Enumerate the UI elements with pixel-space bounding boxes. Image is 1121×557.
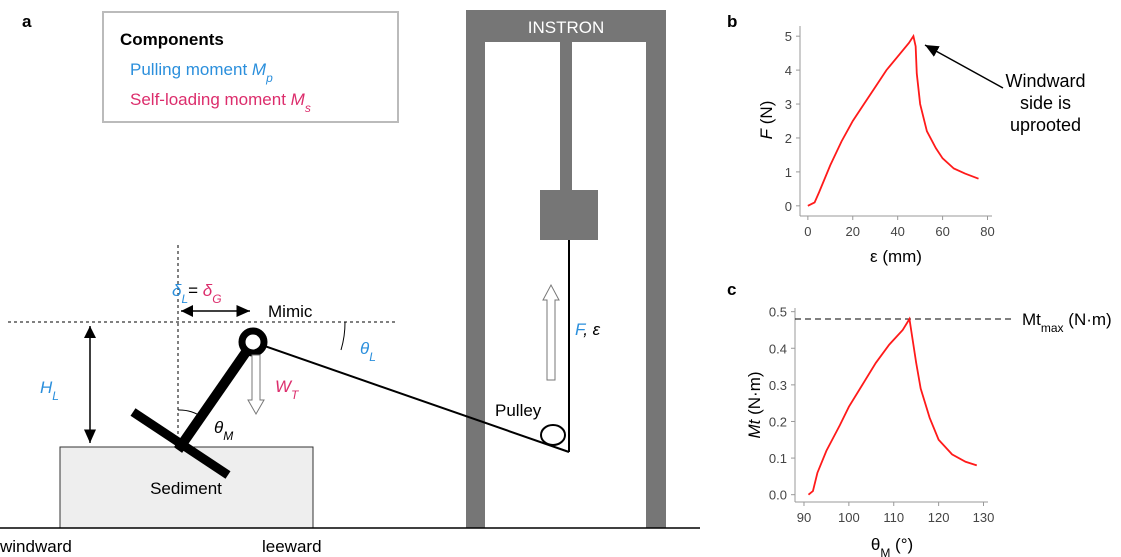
y-axis-label: F (N)	[757, 101, 776, 140]
theta-l-label: θL	[360, 339, 376, 364]
y-tick-label: 2	[785, 131, 792, 146]
text: , ε	[583, 320, 600, 339]
figure: a Components Pulling moment Mp Self-load…	[0, 0, 1121, 557]
y-tick-label: 0	[785, 199, 792, 214]
pulley-label: Pulley	[495, 401, 542, 420]
weight-arrow	[248, 355, 264, 414]
text: p	[265, 71, 273, 85]
text: M	[291, 90, 306, 109]
mimic-joint	[242, 331, 264, 353]
x-tick-label: 120	[928, 510, 950, 525]
x-axis-label: ε (mm)	[870, 247, 922, 266]
panel-label: c	[727, 280, 736, 299]
panel-label: a	[22, 12, 32, 31]
pulley	[541, 425, 565, 445]
text: (N)	[757, 101, 776, 129]
data-line	[808, 319, 976, 495]
text: Mt	[1022, 310, 1041, 329]
h-l-label: HL	[40, 378, 59, 403]
x-tick-label: 40	[890, 224, 904, 239]
theta-l-arc	[341, 322, 345, 350]
theta-m-label: θM	[214, 418, 233, 443]
mimic-label: Mimic	[268, 302, 313, 321]
force-label: F, ε	[575, 320, 601, 339]
y-tick-label: 0.5	[769, 305, 787, 320]
text: M	[223, 429, 233, 443]
text: Mt	[745, 418, 764, 438]
x-tick-label: 20	[846, 224, 860, 239]
text: T	[291, 388, 300, 402]
sediment-label: Sediment	[150, 479, 222, 498]
text: M	[252, 60, 267, 79]
text: (N·m)	[1064, 310, 1112, 329]
panel-label: b	[727, 12, 737, 31]
y-tick-label: 4	[785, 63, 792, 78]
x-axis-label: θM (°)	[871, 535, 913, 557]
y-tick-label: 0.2	[769, 414, 787, 429]
y-tick-label: 0.3	[769, 378, 787, 393]
delta-label: δL= δG	[172, 281, 222, 306]
text: L	[52, 389, 59, 403]
annotation-arrow	[925, 45, 1003, 88]
annotation: Windward side is uprooted	[998, 70, 1093, 136]
text: max	[1041, 321, 1064, 335]
text: s	[305, 101, 311, 115]
reference-label: Mtmax (N·m)	[1022, 310, 1112, 335]
x-tick-label: 110	[883, 510, 904, 525]
y-tick-label: 3	[785, 97, 792, 112]
y-tick-label: 1	[785, 165, 792, 180]
data-line	[808, 36, 979, 206]
text: Self-loading moment	[130, 90, 291, 109]
text: M	[880, 546, 890, 557]
text: L	[181, 292, 188, 306]
windward-label: windward	[0, 537, 72, 556]
text: (N·m)	[745, 371, 764, 419]
x-tick-label: 90	[797, 510, 811, 525]
w-t-label: WT	[275, 377, 300, 402]
annotation-box: Windward side is uprooted	[998, 70, 1108, 160]
crosshead	[540, 190, 598, 240]
y-tick-label: 5	[785, 29, 792, 44]
text: =	[188, 281, 203, 300]
x-tick-label: 80	[980, 224, 994, 239]
leeward-label: leeward	[262, 537, 322, 556]
x-tick-label: 100	[838, 510, 860, 525]
instron-label: INSTRON	[528, 18, 605, 37]
legend-title: Components	[120, 30, 224, 49]
text: L	[369, 350, 376, 364]
text: H	[40, 378, 53, 397]
text: (°)	[890, 535, 913, 554]
x-tick-label: 60	[935, 224, 949, 239]
text: Pulling moment	[130, 60, 252, 79]
y-tick-label: 0.4	[769, 341, 787, 356]
rod	[560, 42, 572, 190]
text: θ	[871, 535, 880, 554]
y-tick-label: 0.1	[769, 451, 787, 466]
y-axis-label: Mt (N·m)	[745, 371, 764, 438]
x-tick-label: 0	[804, 224, 811, 239]
y-tick-label: 0.0	[769, 488, 787, 503]
text: G	[212, 292, 221, 306]
x-tick-label: 130	[973, 510, 995, 525]
